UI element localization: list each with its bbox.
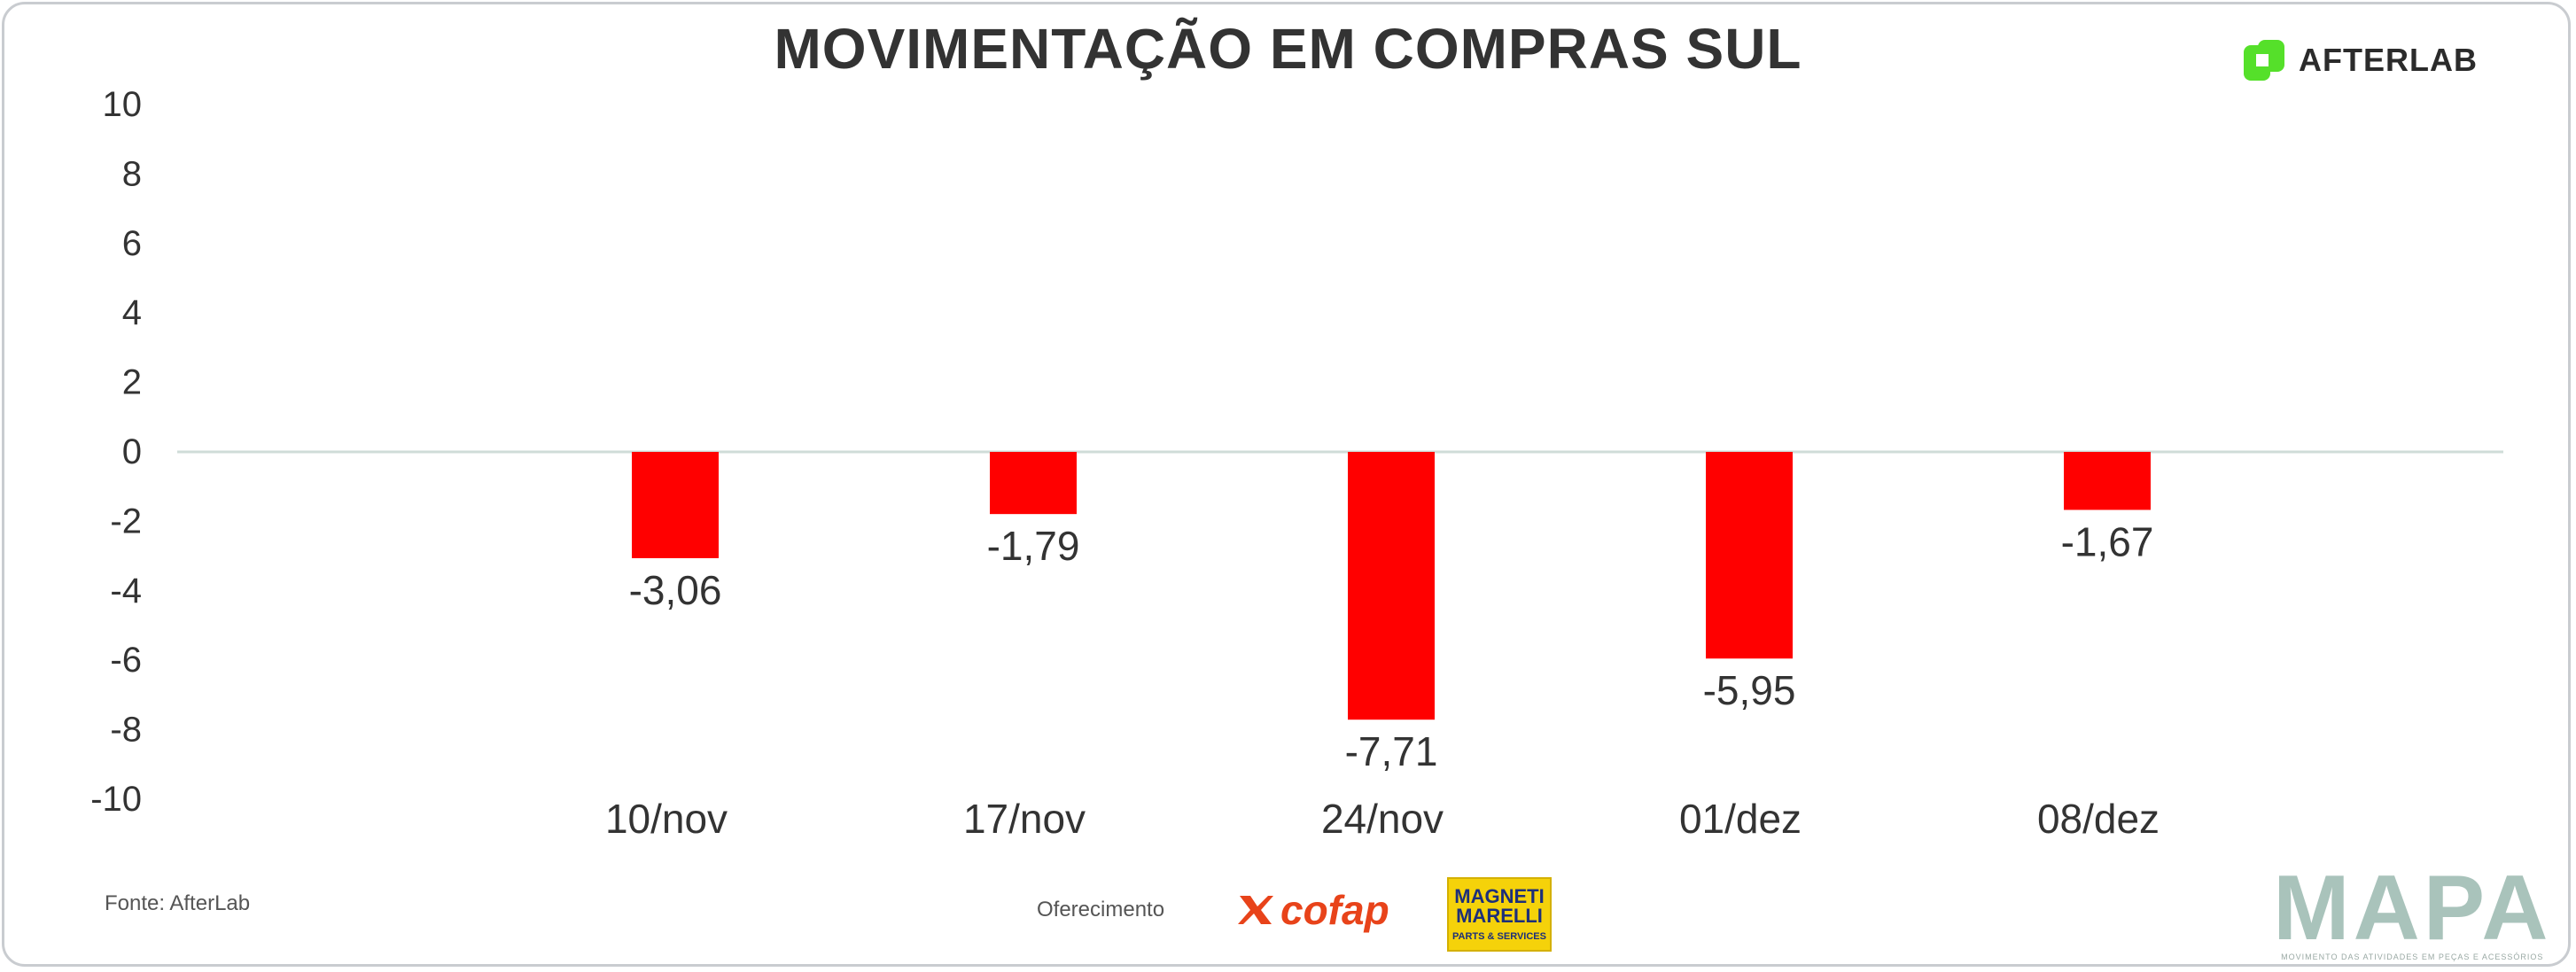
magneti-marelli-logo: MAGNETI MARELLI PARTS & SERVICES <box>1447 877 1552 952</box>
data-label: -5,95 <box>1703 667 1796 713</box>
x-tick-label: 10/nov <box>605 796 728 842</box>
y-tick-label: -8 <box>110 711 142 750</box>
x-tick-label: 08/dez <box>2037 796 2160 842</box>
y-tick-label: 0 <box>122 432 142 471</box>
bar-10/nov <box>632 452 719 558</box>
y-tick-label: -6 <box>110 641 142 680</box>
x-axis: 10/nov 17/nov 24/nov 01/dez 08/dez <box>605 796 2160 842</box>
cofap-logo-text: cofap <box>1280 887 1389 933</box>
y-tick-label: 6 <box>122 224 142 263</box>
afterlab-logo-icon <box>2244 40 2284 81</box>
marelli-logo-text: MAGNETI MARELLI <box>1454 885 1545 927</box>
bar-17/nov <box>990 452 1077 515</box>
cofap-x-icon <box>1238 896 1273 924</box>
sponsor-label: Oferecimento <box>1037 898 1165 921</box>
source-note: Fonte: AfterLab <box>105 891 251 915</box>
data-label: -1,79 <box>987 523 1080 569</box>
x-tick-label: 01/dez <box>1679 796 1802 842</box>
y-tick-label: -10 <box>90 780 142 819</box>
afterlab-logo: AFTERLAB <box>2242 34 2478 87</box>
y-axis: -10 -8 -6 -4 -2 0 2 4 6 8 10 <box>90 85 142 819</box>
mapa-logo-text: MAPA <box>2273 857 2552 960</box>
bar-01/dez <box>1706 452 1793 659</box>
afterlab-logo-text: AFTERLAB <box>2299 42 2478 78</box>
y-tick-label: 8 <box>122 154 142 193</box>
mapa-logo: MAPA MOVIMENTO DAS ATIVIDADES EM PEÇAS E… <box>2273 857 2552 961</box>
data-label: -1,67 <box>2061 518 2154 564</box>
y-tick-label: 2 <box>122 363 142 402</box>
y-tick-label: -4 <box>110 572 142 610</box>
marelli-tagline: PARTS & SERVICES <box>1452 931 1546 942</box>
bars: -3,06 -1,79 -7,71 -5,95 -1,67 <box>629 452 2154 774</box>
y-tick-label: 10 <box>103 85 143 124</box>
bar-08/dez <box>2064 452 2151 510</box>
chart-title: MOVIMENTAÇÃO EM COMPRAS SUL <box>774 17 1802 81</box>
mapa-tagline: MOVIMENTO DAS ATIVIDADES EM PEÇAS E ACES… <box>2281 953 2544 961</box>
data-label: -7,71 <box>1345 728 1438 774</box>
x-tick-label: 24/nov <box>1321 796 1444 842</box>
y-tick-label: 4 <box>122 293 142 332</box>
y-tick-label: -2 <box>110 502 142 540</box>
x-tick-label: 17/nov <box>963 796 1086 842</box>
bar-24/nov <box>1348 452 1435 720</box>
data-label: -3,06 <box>629 567 722 613</box>
cofap-logo: cofap <box>1236 886 1389 934</box>
